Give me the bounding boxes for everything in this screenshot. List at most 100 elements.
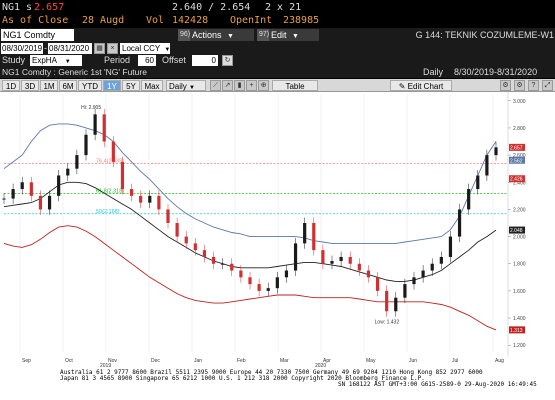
candle-body bbox=[357, 263, 361, 271]
frequency-value: Daily bbox=[169, 82, 187, 91]
candle-body bbox=[275, 277, 279, 289]
expand-icon[interactable]: ⤢ bbox=[542, 80, 553, 91]
candle-body bbox=[339, 256, 343, 262]
period-label: Period bbox=[104, 55, 131, 65]
x-tick-label: Mar bbox=[280, 358, 289, 364]
candle-body bbox=[348, 256, 352, 264]
candle-body bbox=[448, 236, 453, 257]
frequency-text: Daily bbox=[423, 67, 444, 77]
period-input[interactable]: 60 bbox=[138, 55, 156, 66]
x-axis: Sep Oct Nov Dec Jan Feb Mar Apr May Jun Jul Aug 2019… bbox=[0, 356, 555, 369]
value-label-box bbox=[509, 143, 525, 151]
candle-body bbox=[221, 263, 225, 265]
fib-level-label: 61.8(2.318) bbox=[96, 188, 124, 194]
calendar-icon[interactable]: ▦ bbox=[94, 43, 105, 54]
edit-chart-button[interactable]: ✎ Edit Chart bbox=[390, 80, 452, 91]
chevron-down-icon: ▼ bbox=[64, 59, 71, 65]
date-range-text: 8/30/2019-8/31/2020 bbox=[454, 67, 538, 77]
volume-label: Vol bbox=[146, 15, 165, 26]
actions-menu[interactable]: Actions ▼ bbox=[190, 29, 254, 41]
price-chart[interactable]: 3.000 2.800 2.600 2.400 2.200 2.000 1.800 1.600… bbox=[0, 92, 555, 356]
table-button[interactable]: Table bbox=[272, 80, 318, 91]
frequency-select[interactable]: Daily ▼ bbox=[166, 80, 206, 91]
period-6m-button[interactable]: 6M bbox=[59, 80, 77, 91]
candle-body bbox=[166, 209, 170, 223]
candle-body bbox=[257, 284, 261, 291]
gear-icon[interactable]: ⚙ bbox=[514, 80, 525, 91]
period-3d-button[interactable]: 3D bbox=[21, 80, 39, 91]
study-select[interactable]: ExpHA ▼ bbox=[30, 55, 82, 66]
settings-icon[interactable]: ⚙ bbox=[500, 80, 511, 91]
period-ytd-button[interactable]: YTD bbox=[78, 80, 102, 91]
y-axis-panel bbox=[508, 92, 555, 356]
value-label-box bbox=[509, 226, 525, 234]
volume-value: 142428 bbox=[172, 15, 209, 26]
y-tick-label: 2.800 bbox=[513, 126, 526, 132]
edit-menu[interactable]: Edit ▼ bbox=[269, 29, 319, 41]
candle-body bbox=[230, 263, 234, 271]
period-max-button[interactable]: Max bbox=[141, 80, 163, 91]
offset-input[interactable]: 0 bbox=[192, 55, 218, 66]
currency-value: Local CCY bbox=[122, 44, 161, 53]
value-label-box bbox=[509, 326, 525, 334]
candle-body bbox=[38, 195, 43, 210]
y-tick-label: 2.000 bbox=[513, 235, 526, 241]
y-tick-label: 1.800 bbox=[513, 262, 526, 268]
actions-number: 96) bbox=[178, 29, 193, 41]
zoom-icon[interactable]: ⊕ bbox=[258, 80, 269, 91]
currency-select[interactable]: Local CCY ▼ bbox=[120, 43, 170, 54]
candle-body bbox=[139, 195, 143, 203]
value-label: 1.313 bbox=[510, 328, 523, 334]
period-1d-button[interactable]: 1D bbox=[2, 80, 20, 91]
candle-body bbox=[29, 182, 33, 196]
start-date-input[interactable]: 08/30/2019 bbox=[1, 43, 43, 54]
footer: Australia 61 2 9777 8600 Brazil 5511 239… bbox=[0, 368, 555, 400]
value-label: 2.048 bbox=[510, 228, 523, 234]
line-chart-icon[interactable]: ⟋ bbox=[210, 80, 221, 91]
arrow-icon[interactable]: ↗ bbox=[222, 80, 233, 91]
candle-body bbox=[248, 277, 252, 285]
y-tick-label: 1.200 bbox=[513, 343, 526, 349]
ticker-short: NG1 bbox=[2, 2, 21, 13]
candle-body bbox=[193, 243, 197, 251]
candle-body bbox=[494, 147, 498, 156]
bars-icon[interactable]: ▮ bbox=[234, 80, 245, 91]
midline bbox=[3, 181, 497, 282]
candle-body bbox=[375, 277, 380, 291]
x-tick-label: Jan bbox=[194, 358, 202, 364]
candle-body bbox=[148, 195, 152, 203]
candle-body bbox=[84, 134, 88, 156]
period-1m-button[interactable]: 1M bbox=[40, 80, 58, 91]
candle-body bbox=[330, 261, 334, 264]
close-icon[interactable]: × bbox=[107, 43, 118, 54]
study-value: ExpHA bbox=[32, 56, 57, 65]
period-1y-button[interactable]: 1Y bbox=[103, 80, 121, 91]
candle-body bbox=[312, 223, 316, 251]
edit-number: 97) bbox=[257, 29, 272, 41]
y-tick-label: 2.200 bbox=[513, 207, 526, 213]
trade-size: 2 x 21 bbox=[265, 2, 302, 13]
y-tick-label: 1.600 bbox=[513, 289, 526, 295]
price-prefix: s bbox=[26, 2, 33, 13]
description-row bbox=[0, 66, 555, 78]
refresh-icon[interactable]: ↻ bbox=[222, 55, 233, 66]
period-5y-button[interactable]: 5Y bbox=[122, 80, 140, 91]
low-annotation: Low: 1.432 bbox=[375, 319, 400, 325]
candle-body bbox=[385, 290, 389, 312]
help-icon[interactable]: ? bbox=[528, 80, 539, 91]
candle-body bbox=[175, 223, 179, 237]
chevron-down-icon: ▼ bbox=[292, 33, 299, 40]
x-tick-label: Oct bbox=[65, 358, 73, 364]
plus-icon[interactable]: + bbox=[246, 80, 257, 91]
candle-body bbox=[66, 168, 70, 176]
year-label: 2020 bbox=[315, 363, 326, 368]
candle-body bbox=[394, 297, 398, 312]
candle-body bbox=[321, 250, 325, 264]
ticker-input[interactable]: NG1 Comdty bbox=[1, 29, 74, 41]
value-label: 2.562 bbox=[510, 158, 523, 164]
candle-body bbox=[476, 175, 480, 190]
edit-chart-label: Edit Chart bbox=[407, 82, 444, 91]
end-date-input[interactable]: 08/31/2020 bbox=[48, 43, 92, 54]
candle-body bbox=[430, 263, 434, 271]
candle-body bbox=[120, 161, 125, 190]
